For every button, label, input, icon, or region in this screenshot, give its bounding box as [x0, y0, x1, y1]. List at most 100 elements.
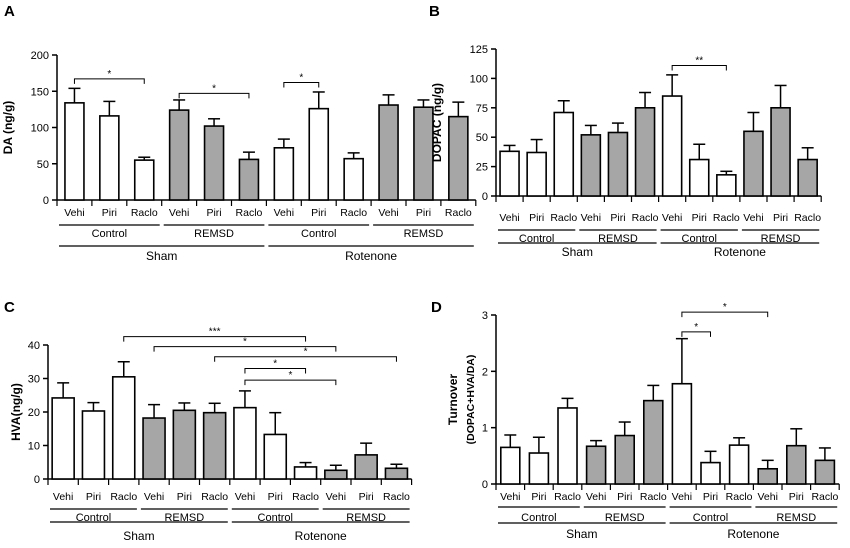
- x-category-label: Vehi: [743, 212, 763, 224]
- bar: [671, 382, 693, 485]
- significance-bracket: [244, 379, 337, 386]
- y-tick-label: 75: [476, 103, 488, 115]
- subgroup-label: Control: [92, 228, 127, 240]
- x-category-label: Vehi: [235, 491, 255, 503]
- x-category-label: Vehi: [581, 212, 601, 224]
- y-tick-label: 0: [482, 191, 488, 203]
- x-category-label: Piri: [359, 491, 374, 503]
- subgroup-label: Control: [76, 512, 111, 524]
- x-category-label: Piri: [617, 491, 632, 503]
- x-category-label: Raclo: [554, 491, 581, 503]
- bar: [343, 157, 364, 201]
- significance-bracket: [283, 82, 320, 88]
- significance-bracket: [123, 336, 307, 342]
- x-category-label: Raclo: [445, 207, 472, 219]
- significance-bracket: [244, 367, 307, 374]
- bar: [528, 452, 550, 485]
- x-category-label: Raclo: [236, 207, 263, 219]
- subgroup-label: REMSD: [605, 512, 645, 524]
- group-label: Sham: [146, 249, 177, 263]
- y-tick-label: 1: [482, 423, 488, 435]
- subgroup-label: REMSD: [194, 228, 234, 240]
- x-category-label: Piri: [416, 207, 431, 219]
- significance-bracket: [73, 78, 145, 84]
- significance-label: ***: [209, 327, 221, 338]
- group-label: Rotenone: [727, 527, 779, 541]
- x-category-label: Vehi: [586, 491, 606, 503]
- bar: [81, 410, 106, 480]
- bar: [553, 111, 575, 197]
- bar: [111, 376, 136, 480]
- x-category-label: Vehi: [53, 491, 73, 503]
- group-label: Sham: [562, 245, 593, 259]
- bar: [728, 444, 750, 485]
- x-category-label: Vehi: [378, 207, 398, 219]
- y-tick-label: 125: [470, 44, 488, 56]
- x-category-label: Raclo: [131, 207, 158, 219]
- x-category-label: Piri: [206, 207, 221, 219]
- y-axis-label: Turnover: [446, 374, 460, 425]
- significance-label: **: [695, 55, 703, 66]
- y-axis-label: DA (ng/g): [1, 101, 15, 155]
- significance-label: *: [107, 69, 111, 80]
- bar: [142, 417, 166, 480]
- subgroup-label: REMSD: [776, 512, 816, 524]
- bar: [499, 150, 520, 197]
- bar: [448, 115, 469, 201]
- significance-label: *: [273, 358, 277, 369]
- bar: [757, 467, 779, 485]
- bar: [172, 409, 197, 480]
- bar: [238, 158, 260, 201]
- y-axis-label-secondary: (DOPAC+HVA/DA): [465, 355, 477, 445]
- significance-bracket: [214, 356, 397, 362]
- x-category-label: Raclo: [340, 207, 367, 219]
- bar: [324, 469, 348, 480]
- x-category-label: Raclo: [713, 212, 740, 224]
- x-category-label: Vehi: [274, 207, 294, 219]
- y-tick-label: 25: [476, 162, 488, 174]
- x-category-label: Vehi: [326, 491, 346, 503]
- chart-panel-a: A 0 50 100 150 200 DA (ng/g) Vehi Piri Raclo Vehi P…: [1, 3, 477, 263]
- x-category-label: Piri: [529, 212, 544, 224]
- subgroup-label: REMSD: [164, 512, 204, 524]
- subgroup-label: REMSD: [761, 233, 801, 245]
- bar: [499, 446, 521, 485]
- x-category-label: Raclo: [110, 491, 137, 503]
- significance-bracket: [681, 311, 769, 318]
- x-category-label: Vehi: [64, 207, 84, 219]
- y-tick-label: 0: [43, 195, 49, 207]
- subgroup-label: REMSD: [598, 233, 638, 245]
- bar: [688, 158, 710, 197]
- y-tick-label: 100: [31, 123, 49, 135]
- y-axis-label: DOPAC (ng/g): [430, 83, 444, 162]
- group-label: Rotenone: [295, 529, 347, 543]
- bar: [743, 130, 764, 197]
- x-category-label: Vehi: [499, 212, 519, 224]
- x-category-label: Piri: [610, 212, 625, 224]
- x-category-label: Raclo: [794, 212, 821, 224]
- bar: [202, 411, 227, 480]
- x-category-label: Vehi: [500, 491, 520, 503]
- subgroup-label: Control: [521, 512, 556, 524]
- bar: [413, 106, 434, 201]
- bar: [273, 147, 295, 201]
- x-category-label: Piri: [311, 207, 326, 219]
- x-category-label: Raclo: [811, 491, 838, 503]
- subgroup-label: REMSD: [404, 228, 444, 240]
- x-category-label: Raclo: [550, 212, 577, 224]
- y-tick-label: 3: [482, 310, 488, 322]
- x-category-label: Piri: [773, 212, 788, 224]
- bar: [634, 107, 656, 197]
- significance-label: *: [288, 370, 292, 381]
- significance-label: *: [694, 322, 698, 333]
- bar: [293, 466, 318, 480]
- subgroup-label: REMSD: [346, 512, 386, 524]
- x-category-label: Vehi: [672, 491, 692, 503]
- subgroup-label: Control: [693, 512, 728, 524]
- bar: [814, 459, 836, 485]
- x-category-label: Raclo: [632, 212, 659, 224]
- y-tick-label: 30: [28, 374, 40, 386]
- bar: [384, 467, 409, 480]
- x-category-label: Piri: [703, 491, 718, 503]
